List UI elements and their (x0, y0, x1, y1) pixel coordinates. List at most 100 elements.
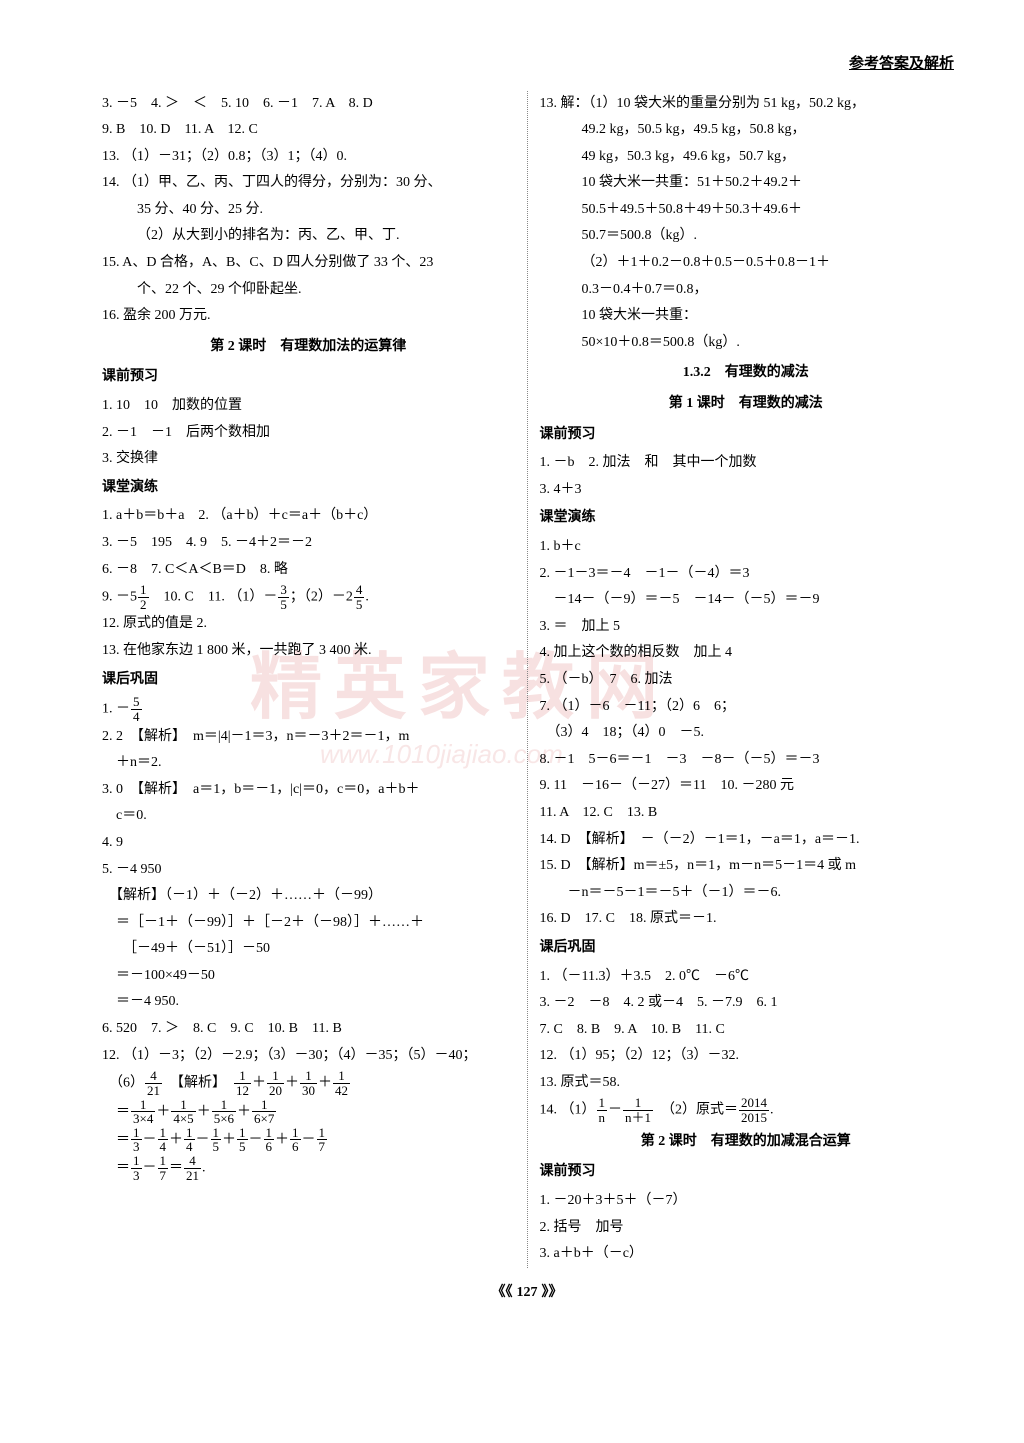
answer-line: 0.3－0.4＋0.7＝0.8， (540, 277, 953, 304)
fraction: 421 (145, 1069, 162, 1097)
text: ＋ (237, 1104, 251, 1119)
answer-line: 7. C 8. B 9. A 10. B 11. C (540, 1017, 953, 1044)
fraction: 421 (184, 1154, 201, 1182)
answer-line: ＝－100×49－50 (102, 963, 515, 990)
answer-line: 49 kg，50.3 kg，49.6 kg，50.7 kg， (540, 144, 953, 171)
answer-line: 9. B 10. D 11. A 12. C (102, 117, 515, 144)
text: ＋ (156, 1104, 170, 1119)
answer-line: 3. 4＋3 (540, 477, 953, 504)
answer-line: －14－（－9）＝－5 －14－（－5）＝－9 (540, 587, 953, 614)
answer-line: 50.5＋49.5＋50.8＋49＋50.3＋49.6＋ (540, 197, 953, 224)
answer-line: c＝0. (102, 803, 515, 830)
answer-line: ＋n＝2. (102, 750, 515, 777)
answer-line: 9. 11 －16－（－27）＝11 10. －280 元 (540, 773, 953, 800)
text: 9. －5 (102, 590, 137, 605)
answer-line: 13. 在他家东边 1 800 米，一共跑了 3 400 米. (102, 638, 515, 665)
text: ＋ (285, 1076, 299, 1091)
fraction: 13 (131, 1154, 142, 1182)
fraction: 130 (300, 1069, 317, 1097)
text: ＋ (222, 1132, 236, 1147)
answer-line: 13. 原式＝58. (540, 1070, 953, 1097)
sub-header: 课堂演练 (540, 505, 953, 532)
answer-line: 5. （－b） 7 6. 加法 (540, 667, 953, 694)
fraction: 17 (317, 1126, 328, 1154)
answer-line: 14. （1）甲、乙、丙、丁四人的得分，分别为：30 分、 (102, 170, 515, 197)
text: － (143, 1160, 157, 1175)
answer-line: 5. －4 950 (102, 857, 515, 884)
sub-header: 课后巩固 (540, 935, 953, 962)
answer-line: 15. D 【解析】m＝±5，n＝1，m－n＝5－1＝4 或 m (540, 853, 953, 880)
text: （6） (102, 1076, 144, 1091)
fraction: 14×5 (171, 1098, 195, 1126)
answer-line: 35 分、40 分、25 分. (102, 197, 515, 224)
answer-line: ［－49＋（－51）］－50 (102, 936, 515, 963)
answer-line: 10 袋大米一共重：51＋50.2＋49.2＋ (540, 170, 953, 197)
fraction: 16 (264, 1126, 275, 1154)
answer-line: 6. 520 7. ＞ 8. C 9. C 10. B 11. B (102, 1016, 515, 1043)
answer-line: 3. a＋b＋（－c） (540, 1241, 953, 1268)
fraction: 20142015 (739, 1096, 769, 1124)
answer-line: 7. （1）－6 －11；（2）6 6； (540, 694, 953, 721)
answer-line: 个、22 个、29 个仰卧起坐. (102, 277, 515, 304)
fraction: 54 (131, 695, 142, 723)
text: ＋ (275, 1132, 289, 1147)
text: 14. （1） (540, 1103, 596, 1118)
answer-line: ＝［－1＋（－99）］＋［－2＋（－98）］＋……＋ (102, 910, 515, 937)
answer-line: 3. －5 4. ＞ ＜ 5. 10 6. －1 7. A 8. D (102, 91, 515, 118)
answer-line: 15. A、D 合格，A、B、C、D 四人分别做了 33 个、23 (102, 250, 515, 277)
fraction: 112 (234, 1069, 251, 1097)
text: － (249, 1132, 263, 1147)
fraction: 16×7 (252, 1098, 276, 1126)
answer-line: 1. b＋c (540, 534, 953, 561)
answer-line: 1. a＋b＝b＋a 2. （a＋b）＋c＝a＋（b＋c） (102, 503, 515, 530)
sub-header: 课前预习 (540, 422, 953, 449)
text: ＝ (102, 1132, 130, 1147)
fraction: 120 (267, 1069, 284, 1097)
section-title: 1.3.2 有理数的减法 (540, 360, 953, 387)
answer-line: 11. A 12. C 13. B (540, 800, 953, 827)
answer-line: 16. D 17. C 18. 原式＝－1. (540, 906, 953, 933)
answer-line: ＝－4 950. (102, 989, 515, 1016)
answer-line: 50.7＝500.8（kg）. (540, 223, 953, 250)
answer-line: 9. －512 10. C 11. （1）－35；（2）－245. (102, 583, 515, 611)
sub-header: 课堂演练 (102, 475, 515, 502)
fraction: 13×4 (131, 1098, 155, 1126)
page-number-value: 127 (517, 1285, 538, 1300)
answer-line: 8. －1 5－6＝－1 －3 －8－（－5）＝－3 (540, 747, 953, 774)
text: ＝ (169, 1160, 183, 1175)
text: － (302, 1132, 316, 1147)
answer-line: 14. D 【解析】 －（－2）－1＝1，－a＝1，a＝－1. (540, 827, 953, 854)
left-column: 3. －5 4. ＞ ＜ 5. 10 6. －1 7. A 8. D 9. B … (90, 91, 528, 1268)
answer-line: 1. －54 (102, 695, 515, 723)
answer-line: 10 袋大米一共重： (540, 303, 953, 330)
text: ＋ (252, 1076, 266, 1091)
text: ；（2）－2 (290, 590, 353, 605)
fraction: 16 (290, 1126, 301, 1154)
section-title: 第 1 课时 有理数的减法 (540, 391, 953, 418)
page-number: 《《 127 》》 (90, 1280, 964, 1307)
answer-line: 13. （1）－31；（2）0.8；（3）1；（4）0. (102, 144, 515, 171)
answer-line: 2. 括号 加号 (540, 1215, 953, 1242)
text: － (143, 1132, 157, 1147)
answer-line: 3. ＝ 加上 5 (540, 614, 953, 641)
page-decoration: 《《 (492, 1285, 513, 1300)
text: ＝ (102, 1160, 130, 1175)
text: ＋ (169, 1132, 183, 1147)
answer-line: 2. 2 【解析】 m＝|4|－1＝3，n＝－3＋2＝－1，m (102, 724, 515, 751)
answer-line: 3. 交换律 (102, 446, 515, 473)
text: 【解析】 (163, 1076, 233, 1091)
page-decoration: 》》 (542, 1285, 563, 1300)
answer-line: 12. 原式的值是 2. (102, 611, 515, 638)
answer-line: －n＝－5－1＝－5＋（－1）＝－6. (540, 880, 953, 907)
text: . (365, 590, 369, 605)
fraction: 13 (131, 1126, 142, 1154)
right-column: 13. 解：（1）10 袋大米的重量分别为 51 kg，50.2 kg， 49.… (528, 91, 965, 1268)
answer-line: ＝13－17＝421. (102, 1154, 515, 1182)
answer-line: 16. 盈余 200 万元. (102, 303, 515, 330)
two-column-layout: 3. －5 4. ＞ ＜ 5. 10 6. －1 7. A 8. D 9. B … (90, 91, 964, 1268)
answer-line: 3. －5 195 4. 9 5. －4＋2＝－2 (102, 530, 515, 557)
fraction: 14 (158, 1126, 169, 1154)
answer-line: （3）4 18；（4）0 －5. (540, 720, 953, 747)
text: （2）原式＝ (654, 1103, 738, 1118)
fraction: 1n (597, 1096, 608, 1124)
